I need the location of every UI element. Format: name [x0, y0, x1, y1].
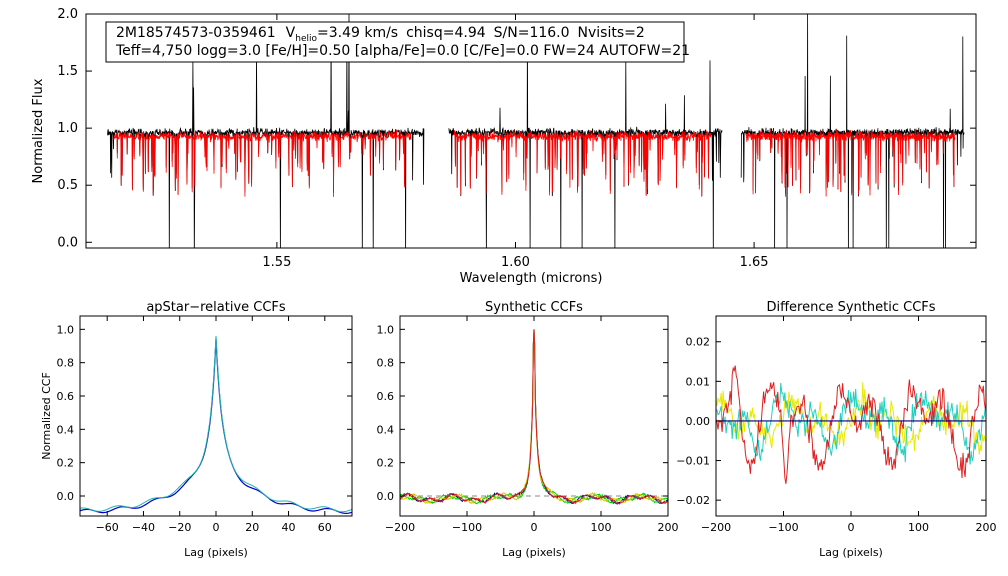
x-tick-label: 20	[245, 521, 259, 534]
synthetic-ccf-xlabel: Lag (pixels)	[502, 546, 566, 559]
x-tick-label: −200	[701, 521, 731, 534]
x-tick-label: 1.60	[501, 255, 530, 270]
x-tick-label: 60	[318, 521, 332, 534]
y-tick-label: 0.4	[377, 423, 395, 436]
star-id: 2M18574573-0359461	[116, 25, 276, 41]
synthetic-ccf-line-1	[399, 329, 669, 505]
y-tick-label: 0.6	[57, 390, 75, 403]
synthetic-ccf-line-3	[399, 329, 669, 505]
x-tick-label: 100	[591, 521, 612, 534]
x-tick-label: 0	[531, 521, 538, 534]
apstar-ccf-xlabel: Lag (pixels)	[184, 546, 248, 559]
apstar-ccf-ylabel: Normalized CCF	[40, 372, 53, 460]
spectrum-ylabel: Normalized Flux	[31, 78, 46, 183]
chisq-text: chisq=4.94	[406, 25, 486, 41]
vhelio-sub: helio	[295, 34, 317, 44]
annotation-box	[105, 21, 685, 63]
ccf-line-1	[79, 338, 353, 514]
spectrum-panel: 1.55 1.60 1.65 0.0 0.5 1.0 1.5 2.0 2M18574573-0…	[31, 7, 977, 286]
synthetic-spectrum-line	[745, 129, 956, 197]
y-tick-label: 0.02	[686, 336, 711, 349]
difference-line-2	[716, 382, 986, 465]
spectrum-axes: 1.55 1.60 1.65 0.0 0.5 1.0 1.5 2.0	[57, 7, 976, 270]
y-tick-label: 0.4	[57, 423, 75, 436]
y-tick-label: 0.5	[57, 178, 78, 193]
vhelio-prefix: V	[286, 25, 296, 41]
x-tick-label: 0	[848, 521, 855, 534]
x-tick-label: 40	[282, 521, 296, 534]
synthetic-ccf-panel: Synthetic CCFs −200 −100 0 100 200 0.0 0.2 0.4 0…	[377, 300, 679, 559]
x-tick-label: 1.65	[740, 255, 769, 270]
annotation-line-2: Teff=4,750 logg=3.0 [Fe/H]=0.50 [alpha/F…	[115, 43, 690, 59]
x-tick-label: 100	[908, 521, 929, 534]
y-tick-label: 1.5	[57, 64, 78, 79]
apstar-ccf-title: apStar−relative CCFs	[146, 300, 286, 315]
synthetic-ccf-line-2	[399, 329, 669, 505]
vhelio-value: =3.49 km/s	[317, 25, 398, 41]
x-tick-label: −200	[385, 521, 415, 534]
x-tick-label: −40	[132, 521, 155, 534]
synthetic-spectrum-line	[113, 129, 412, 197]
x-tick-label: 200	[976, 521, 997, 534]
annotation-line-1: 2M18574573-0359461 Vhelio=3.49 km/s chisq=…	[116, 25, 645, 44]
synthetic-spectrum-line	[453, 129, 712, 196]
synthetic-ccf-lines	[399, 329, 669, 505]
difference-clip	[716, 365, 986, 484]
y-tick-label: 0.6	[377, 390, 395, 403]
synthetic-ccf-axes: −200 −100 0 100 200 0.0 0.2 0.4 0.6 0.8 1.0	[377, 316, 679, 534]
x-tick-label: −100	[452, 521, 482, 534]
difference-ccf-lines	[716, 365, 986, 484]
spectrum-annotation: 2M18574573-0359461 Vhelio=3.49 km/s chisq=…	[105, 21, 690, 63]
difference-ccf-panel: Difference Synthetic CCFs −200 −100 0 100 20…	[676, 300, 996, 559]
spectrum-clip	[107, 14, 965, 248]
y-tick-label: 0.8	[377, 357, 395, 370]
sn-text: S/N=116.0	[494, 25, 570, 41]
synthetic-ccf-title: Synthetic CCFs	[485, 300, 583, 315]
synthetic-ccf-line-4	[399, 329, 669, 505]
y-tick-label: −0.01	[676, 455, 710, 468]
x-tick-label: 1.55	[262, 255, 291, 270]
y-tick-label: −0.02	[676, 494, 710, 507]
x-tick-label: −20	[168, 521, 191, 534]
y-tick-label: 0.8	[57, 357, 75, 370]
y-tick-label: 0.0	[57, 235, 78, 250]
y-tick-label: 1.0	[377, 323, 395, 336]
y-tick-label: 0.01	[686, 375, 711, 388]
x-tick-label: 200	[658, 521, 679, 534]
nvisits-text: Nvisits=2	[578, 25, 645, 41]
apstar-ccf-panel: apStar−relative CCFs −60 −40 −20 0 20 40 60 0.0…	[40, 300, 353, 559]
y-tick-label: 2.0	[57, 7, 78, 22]
difference-ccf-title: Difference Synthetic CCFs	[766, 300, 935, 315]
difference-line-3	[716, 365, 986, 484]
synthetic-ccf-frame	[399, 315, 669, 517]
ccf-line-2	[79, 335, 353, 513]
y-tick-label: 0.2	[377, 457, 395, 470]
spectrum-xlabel: Wavelength (microns)	[460, 271, 603, 286]
x-tick-label: −100	[768, 521, 798, 534]
y-tick-label: 1.0	[57, 323, 75, 336]
y-tick-label: 1.0	[57, 121, 78, 136]
difference-ccf-axes: −200 −100 0 100 200 −0.02 −0.01 0.00 0.01 0.02	[676, 316, 997, 534]
apstar-ccf-lines	[79, 335, 353, 514]
apstar-ccf-axes: −60 −40 −20 0 20 40 60 0.0 0.2 0.4 0.6 0.8 1.0	[57, 316, 352, 534]
x-tick-label: −60	[96, 521, 119, 534]
y-tick-label: 0.0	[57, 490, 75, 503]
difference-ccf-xlabel: Lag (pixels)	[819, 546, 883, 559]
spectrum-frame	[85, 13, 977, 249]
spectrum-lines	[107, 14, 965, 248]
y-tick-label: 0.0	[377, 490, 395, 503]
y-tick-label: 0.00	[686, 415, 711, 428]
x-tick-label: 0	[213, 521, 220, 534]
y-tick-label: 0.2	[57, 457, 75, 470]
